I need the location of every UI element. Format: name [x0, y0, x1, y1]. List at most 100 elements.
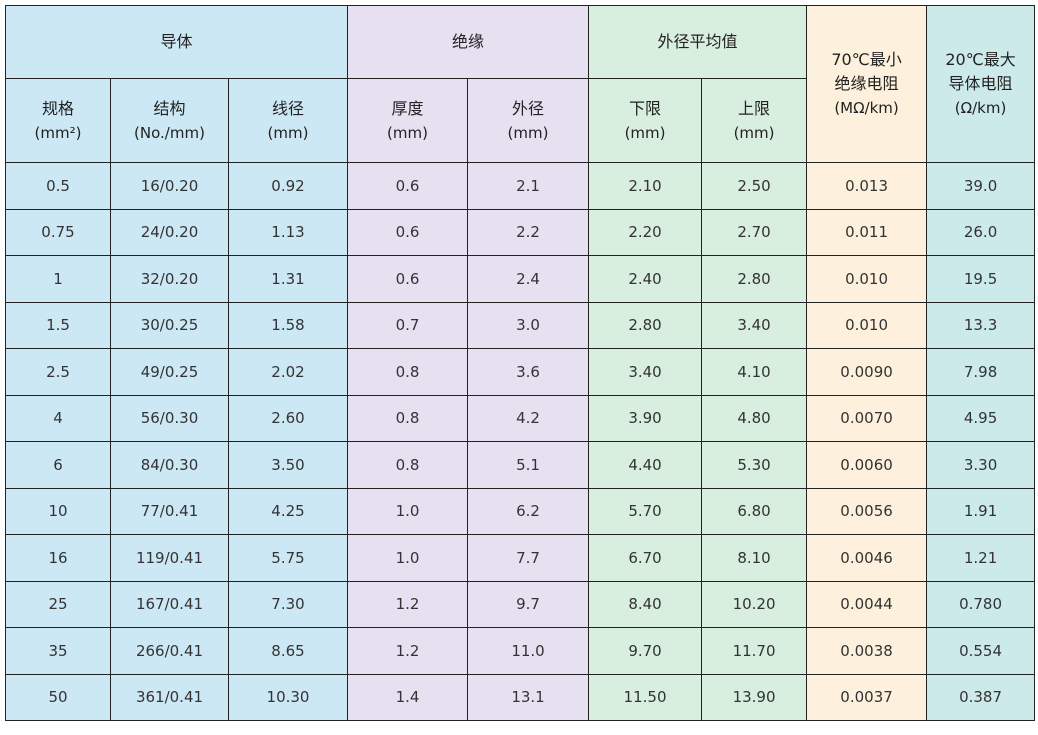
upper-limit-cell: 5.30 — [701, 441, 808, 489]
spec-cell: 50 — [5, 673, 111, 721]
spec-unit: (mm²) — [34, 123, 82, 142]
thickness-cell: 0.7 — [347, 301, 469, 349]
thickness-cell: 0.6 — [347, 162, 469, 210]
table-row: 2.5 49/0.25 2.02 0.8 3.6 3.40 4.10 0.0090 7.98 — [5, 348, 1036, 396]
table-row: 25 167/0.41 7.30 1.2 9.7 8.40 10.20 0.0044 0.780 — [5, 580, 1036, 628]
structure-cell: 119/0.41 — [110, 534, 229, 582]
lower-limit-cell: 2.20 — [588, 208, 703, 256]
cond-resistance-line2: 导体电阻 — [948, 74, 1013, 93]
spec-cell: 16 — [5, 534, 111, 582]
outer-diameter-avg-label: 外径平均值 — [657, 32, 738, 51]
table-row: 16 119/0.41 5.75 1.0 7.7 6.70 8.10 0.0046 1.21 — [5, 534, 1036, 582]
lower-limit-cell: 9.70 — [588, 627, 703, 675]
insulation-resistance-cell: 0.0060 — [806, 441, 928, 489]
table-row: 4 56/0.30 2.60 0.8 4.2 3.90 4.80 0.0070 4.95 — [5, 394, 1036, 442]
insulation-resistance-cell: 0.0056 — [806, 487, 928, 535]
header-thickness: 厚度 (mm) — [347, 78, 469, 163]
group-header-outer-diameter-avg: 外径平均值 — [588, 5, 808, 79]
wire-diameter-label: 线径 — [272, 98, 305, 118]
thickness-cell: 0.8 — [347, 348, 469, 396]
outer-diameter-label: 外径 — [512, 98, 545, 118]
conductor-resistance-cell: 13.3 — [926, 301, 1036, 349]
wire-diameter-cell: 7.30 — [227, 580, 349, 628]
thickness-cell: 0.8 — [347, 394, 469, 442]
spec-cell: 4 — [5, 394, 111, 442]
outer-diameter-cell: 5.1 — [467, 441, 590, 489]
wire-diameter-cell: 2.60 — [227, 394, 349, 442]
lower-limit-cell: 5.70 — [588, 487, 703, 535]
thickness-cell: 0.6 — [347, 208, 469, 256]
wire-diameter-cell: 8.65 — [227, 627, 349, 675]
lower-limit-cell: 2.10 — [588, 162, 703, 210]
upper-limit-cell: 8.10 — [701, 534, 808, 582]
upper-limit-cell: 2.50 — [701, 162, 808, 210]
spec-cell: 1 — [5, 255, 111, 303]
ins-resistance-line1: 70℃最小 — [831, 50, 902, 69]
thickness-cell: 0.6 — [347, 255, 469, 303]
cond-resistance-unit: (Ω/km) — [954, 99, 1007, 117]
structure-cell: 24/0.20 — [110, 208, 229, 256]
upper-limit-label: 上限 — [738, 98, 771, 118]
wire-diameter-cell: 1.58 — [227, 301, 349, 349]
header-structure: 结构 (No./mm) — [110, 78, 229, 163]
conductor-resistance-cell: 7.98 — [926, 348, 1036, 396]
conductor-resistance-cell: 26.0 — [926, 208, 1036, 256]
outer-diameter-cell: 3.0 — [467, 301, 590, 349]
spec-label: 规格 — [41, 98, 74, 118]
lower-limit-cell: 3.90 — [588, 394, 703, 442]
outer-diameter-cell: 13.1 — [467, 673, 590, 721]
insulation-resistance-cell: 0.0044 — [806, 580, 928, 628]
table-row: 1 32/0.20 1.31 0.6 2.4 2.40 2.80 0.010 19.5 — [5, 255, 1036, 303]
table-row: 1.5 30/0.25 1.58 0.7 3.0 2.80 3.40 0.010 13.3 — [5, 301, 1036, 349]
structure-cell: 167/0.41 — [110, 580, 229, 628]
table-row: 50 361/0.41 10.30 1.4 13.1 11.50 13.90 0.0037 0.… — [5, 673, 1036, 721]
wire-diameter-cell: 0.92 — [227, 162, 349, 210]
header-outer-diameter: 外径 (mm) — [467, 78, 590, 163]
structure-cell: 56/0.30 — [110, 394, 229, 442]
insulation-resistance-cell: 0.0090 — [806, 348, 928, 396]
thickness-cell: 1.0 — [347, 487, 469, 535]
ins-resistance-unit: (MΩ/km) — [834, 99, 899, 117]
wire-diameter-cell: 1.13 — [227, 208, 349, 256]
conductor-resistance-cell: 3.30 — [926, 441, 1036, 489]
insulation-resistance-cell: 0.0070 — [806, 394, 928, 442]
structure-cell: 32/0.20 — [110, 255, 229, 303]
conductor-resistance-cell: 4.95 — [926, 394, 1036, 442]
wire-diameter-unit: (mm) — [267, 123, 309, 142]
outer-diameter-cell: 7.7 — [467, 534, 590, 582]
thickness-unit: (mm) — [387, 123, 428, 142]
header-insulation-resistance: 70℃最小 绝缘电阻 (MΩ/km) — [806, 5, 928, 163]
structure-cell: 16/0.20 — [110, 162, 229, 210]
group-header-row: 导体 绝缘 外径平均值 70℃最小 绝缘电阻 (MΩ/km) 20℃最大 导体电… — [4, 5, 1036, 163]
header-spec: 规格 (mm²) — [5, 78, 111, 163]
cond-resistance-line1: 20℃最大 — [945, 50, 1016, 69]
spec-cell: 35 — [5, 627, 111, 675]
table-row: 0.5 16/0.20 0.92 0.6 2.1 2.10 2.50 0.013 39.0 — [5, 162, 1036, 210]
conductor-label: 导体 — [160, 32, 193, 51]
wire-diameter-cell: 4.25 — [227, 487, 349, 535]
outer-diameter-unit: (mm) — [507, 123, 549, 142]
insulation-resistance-cell: 0.013 — [806, 162, 928, 210]
spec-cell: 25 — [5, 580, 111, 628]
conductor-resistance-cell: 0.780 — [926, 580, 1036, 628]
ins-resistance-line2: 绝缘电阻 — [834, 74, 899, 93]
structure-cell: 77/0.41 — [110, 487, 229, 535]
spec-cell: 0.5 — [5, 162, 111, 210]
spec-cell: 6 — [5, 441, 111, 489]
spec-cell: 10 — [5, 487, 111, 535]
header-wire-diameter: 线径 (mm) — [227, 78, 349, 163]
spec-cell: 0.75 — [5, 208, 111, 256]
conductor-resistance-cell: 0.554 — [926, 627, 1036, 675]
wire-diameter-cell: 10.30 — [227, 673, 349, 721]
conductor-resistance-cell: 39.0 — [926, 162, 1036, 210]
upper-limit-cell: 11.70 — [701, 627, 808, 675]
upper-limit-unit: (mm) — [733, 123, 775, 142]
thickness-cell: 1.2 — [347, 580, 469, 628]
upper-limit-cell: 3.40 — [701, 301, 808, 349]
outer-diameter-cell: 9.7 — [467, 580, 590, 628]
upper-limit-cell: 2.70 — [701, 208, 808, 256]
wire-diameter-cell: 3.50 — [227, 441, 349, 489]
outer-diameter-cell: 11.0 — [467, 627, 590, 675]
conductor-resistance-cell: 19.5 — [926, 255, 1036, 303]
lower-limit-cell: 2.80 — [588, 301, 703, 349]
